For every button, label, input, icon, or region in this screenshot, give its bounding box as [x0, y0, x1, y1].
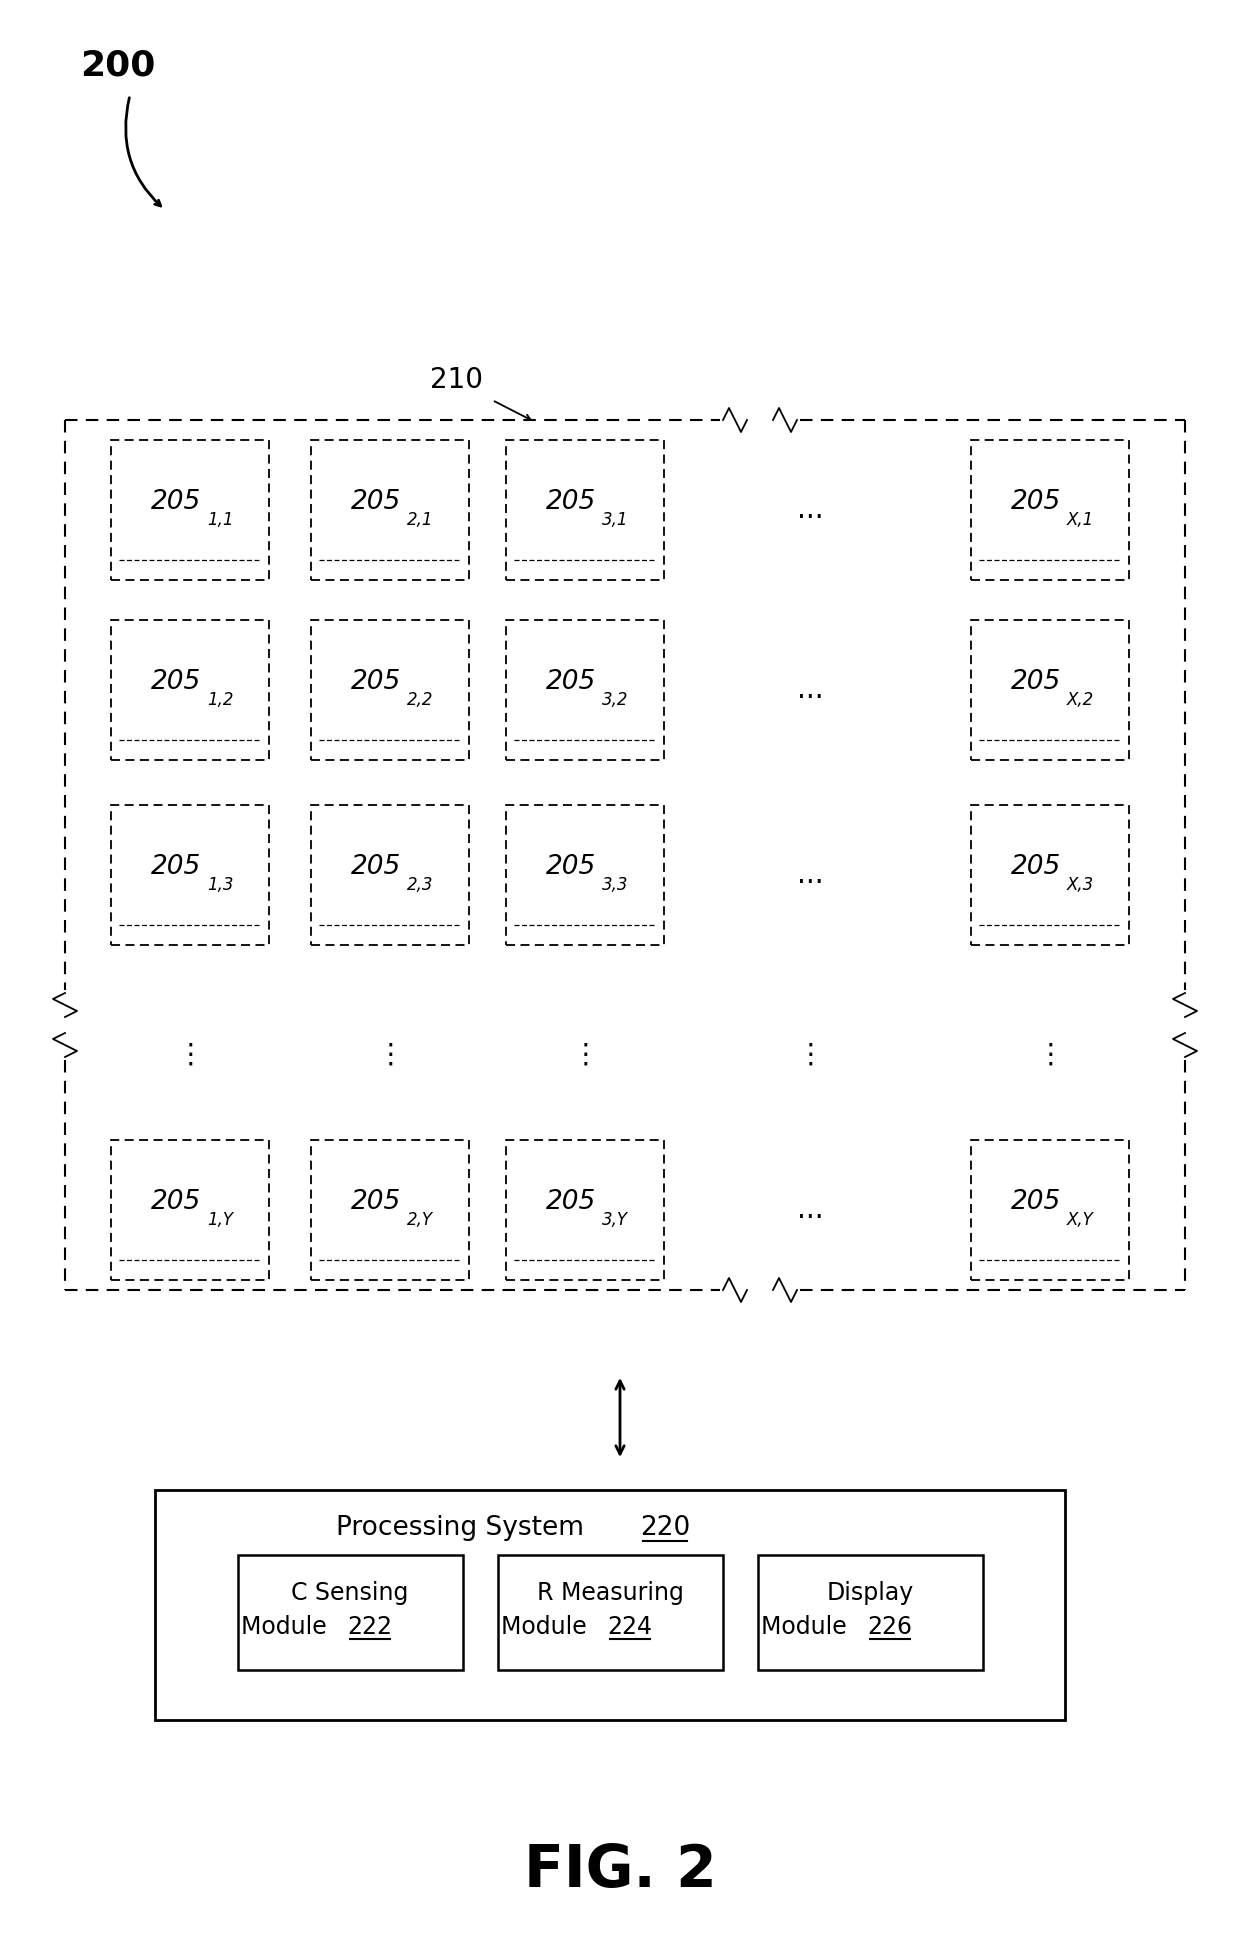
FancyBboxPatch shape — [112, 619, 269, 759]
Text: 205: 205 — [1011, 855, 1061, 880]
Text: 205: 205 — [351, 855, 401, 880]
Text: 1,2: 1,2 — [207, 691, 233, 709]
Text: X,3: X,3 — [1066, 876, 1094, 894]
Text: X,1: X,1 — [1066, 510, 1094, 530]
Text: ⋮: ⋮ — [376, 1042, 404, 1069]
Text: ⋮: ⋮ — [796, 1042, 823, 1069]
FancyBboxPatch shape — [971, 1141, 1128, 1279]
Text: 205: 205 — [1011, 489, 1061, 516]
FancyBboxPatch shape — [506, 1141, 663, 1279]
FancyBboxPatch shape — [311, 1141, 469, 1279]
Text: 205: 205 — [151, 670, 201, 695]
FancyBboxPatch shape — [112, 804, 269, 944]
FancyBboxPatch shape — [311, 440, 469, 580]
Text: 205: 205 — [546, 670, 596, 695]
Text: X,2: X,2 — [1066, 691, 1094, 709]
Text: X,Y: X,Y — [1066, 1211, 1094, 1229]
FancyBboxPatch shape — [112, 440, 269, 580]
Text: 1,3: 1,3 — [207, 876, 233, 894]
Text: ⋮: ⋮ — [1037, 1042, 1064, 1069]
Text: ⋮: ⋮ — [572, 1042, 599, 1069]
Text: 205: 205 — [151, 1190, 201, 1215]
Bar — [155, 1489, 1065, 1719]
Text: 205: 205 — [1011, 1190, 1061, 1215]
FancyBboxPatch shape — [506, 619, 663, 759]
Bar — [758, 1556, 982, 1671]
Text: 3,3: 3,3 — [601, 876, 629, 894]
Text: 205: 205 — [546, 1190, 596, 1215]
Text: C Sensing: C Sensing — [291, 1581, 409, 1604]
Text: 205: 205 — [351, 1190, 401, 1215]
Text: ...: ... — [796, 676, 823, 705]
Text: 1,1: 1,1 — [207, 510, 233, 530]
Text: 205: 205 — [351, 489, 401, 516]
Text: Module: Module — [501, 1614, 594, 1639]
FancyBboxPatch shape — [506, 440, 663, 580]
Text: Display: Display — [826, 1581, 914, 1604]
FancyBboxPatch shape — [971, 804, 1128, 944]
Text: 205: 205 — [351, 670, 401, 695]
Bar — [497, 1556, 723, 1671]
Text: 205: 205 — [151, 489, 201, 516]
Text: 220: 220 — [640, 1515, 691, 1540]
Text: Module: Module — [761, 1614, 854, 1639]
Text: 1,Y: 1,Y — [207, 1211, 233, 1229]
Text: 2,2: 2,2 — [407, 691, 433, 709]
Text: 205: 205 — [151, 855, 201, 880]
Text: R Measuring: R Measuring — [537, 1581, 683, 1604]
FancyBboxPatch shape — [112, 1141, 269, 1279]
Text: 3,Y: 3,Y — [601, 1211, 627, 1229]
Text: 205: 205 — [546, 489, 596, 516]
FancyBboxPatch shape — [971, 440, 1128, 580]
FancyBboxPatch shape — [311, 804, 469, 944]
Text: 222: 222 — [347, 1614, 393, 1639]
Text: ...: ... — [796, 1195, 823, 1225]
Bar — [238, 1556, 463, 1671]
Text: Processing System: Processing System — [336, 1515, 591, 1540]
Text: 205: 205 — [546, 855, 596, 880]
Text: FIG. 2: FIG. 2 — [523, 1842, 717, 1898]
FancyBboxPatch shape — [311, 619, 469, 759]
FancyBboxPatch shape — [506, 804, 663, 944]
Text: 3,1: 3,1 — [601, 510, 629, 530]
Text: 2,Y: 2,Y — [407, 1211, 433, 1229]
Text: 2,3: 2,3 — [407, 876, 433, 894]
Text: 226: 226 — [868, 1614, 913, 1639]
Text: 224: 224 — [608, 1614, 652, 1639]
Text: 210: 210 — [430, 366, 484, 393]
Text: 205: 205 — [1011, 670, 1061, 695]
Text: 200: 200 — [81, 49, 155, 82]
FancyBboxPatch shape — [971, 619, 1128, 759]
Text: ⋮: ⋮ — [176, 1042, 203, 1069]
Text: ...: ... — [796, 861, 823, 890]
Text: 3,2: 3,2 — [601, 691, 629, 709]
Text: ...: ... — [796, 496, 823, 524]
Text: Module: Module — [241, 1614, 334, 1639]
Text: 2,1: 2,1 — [407, 510, 433, 530]
